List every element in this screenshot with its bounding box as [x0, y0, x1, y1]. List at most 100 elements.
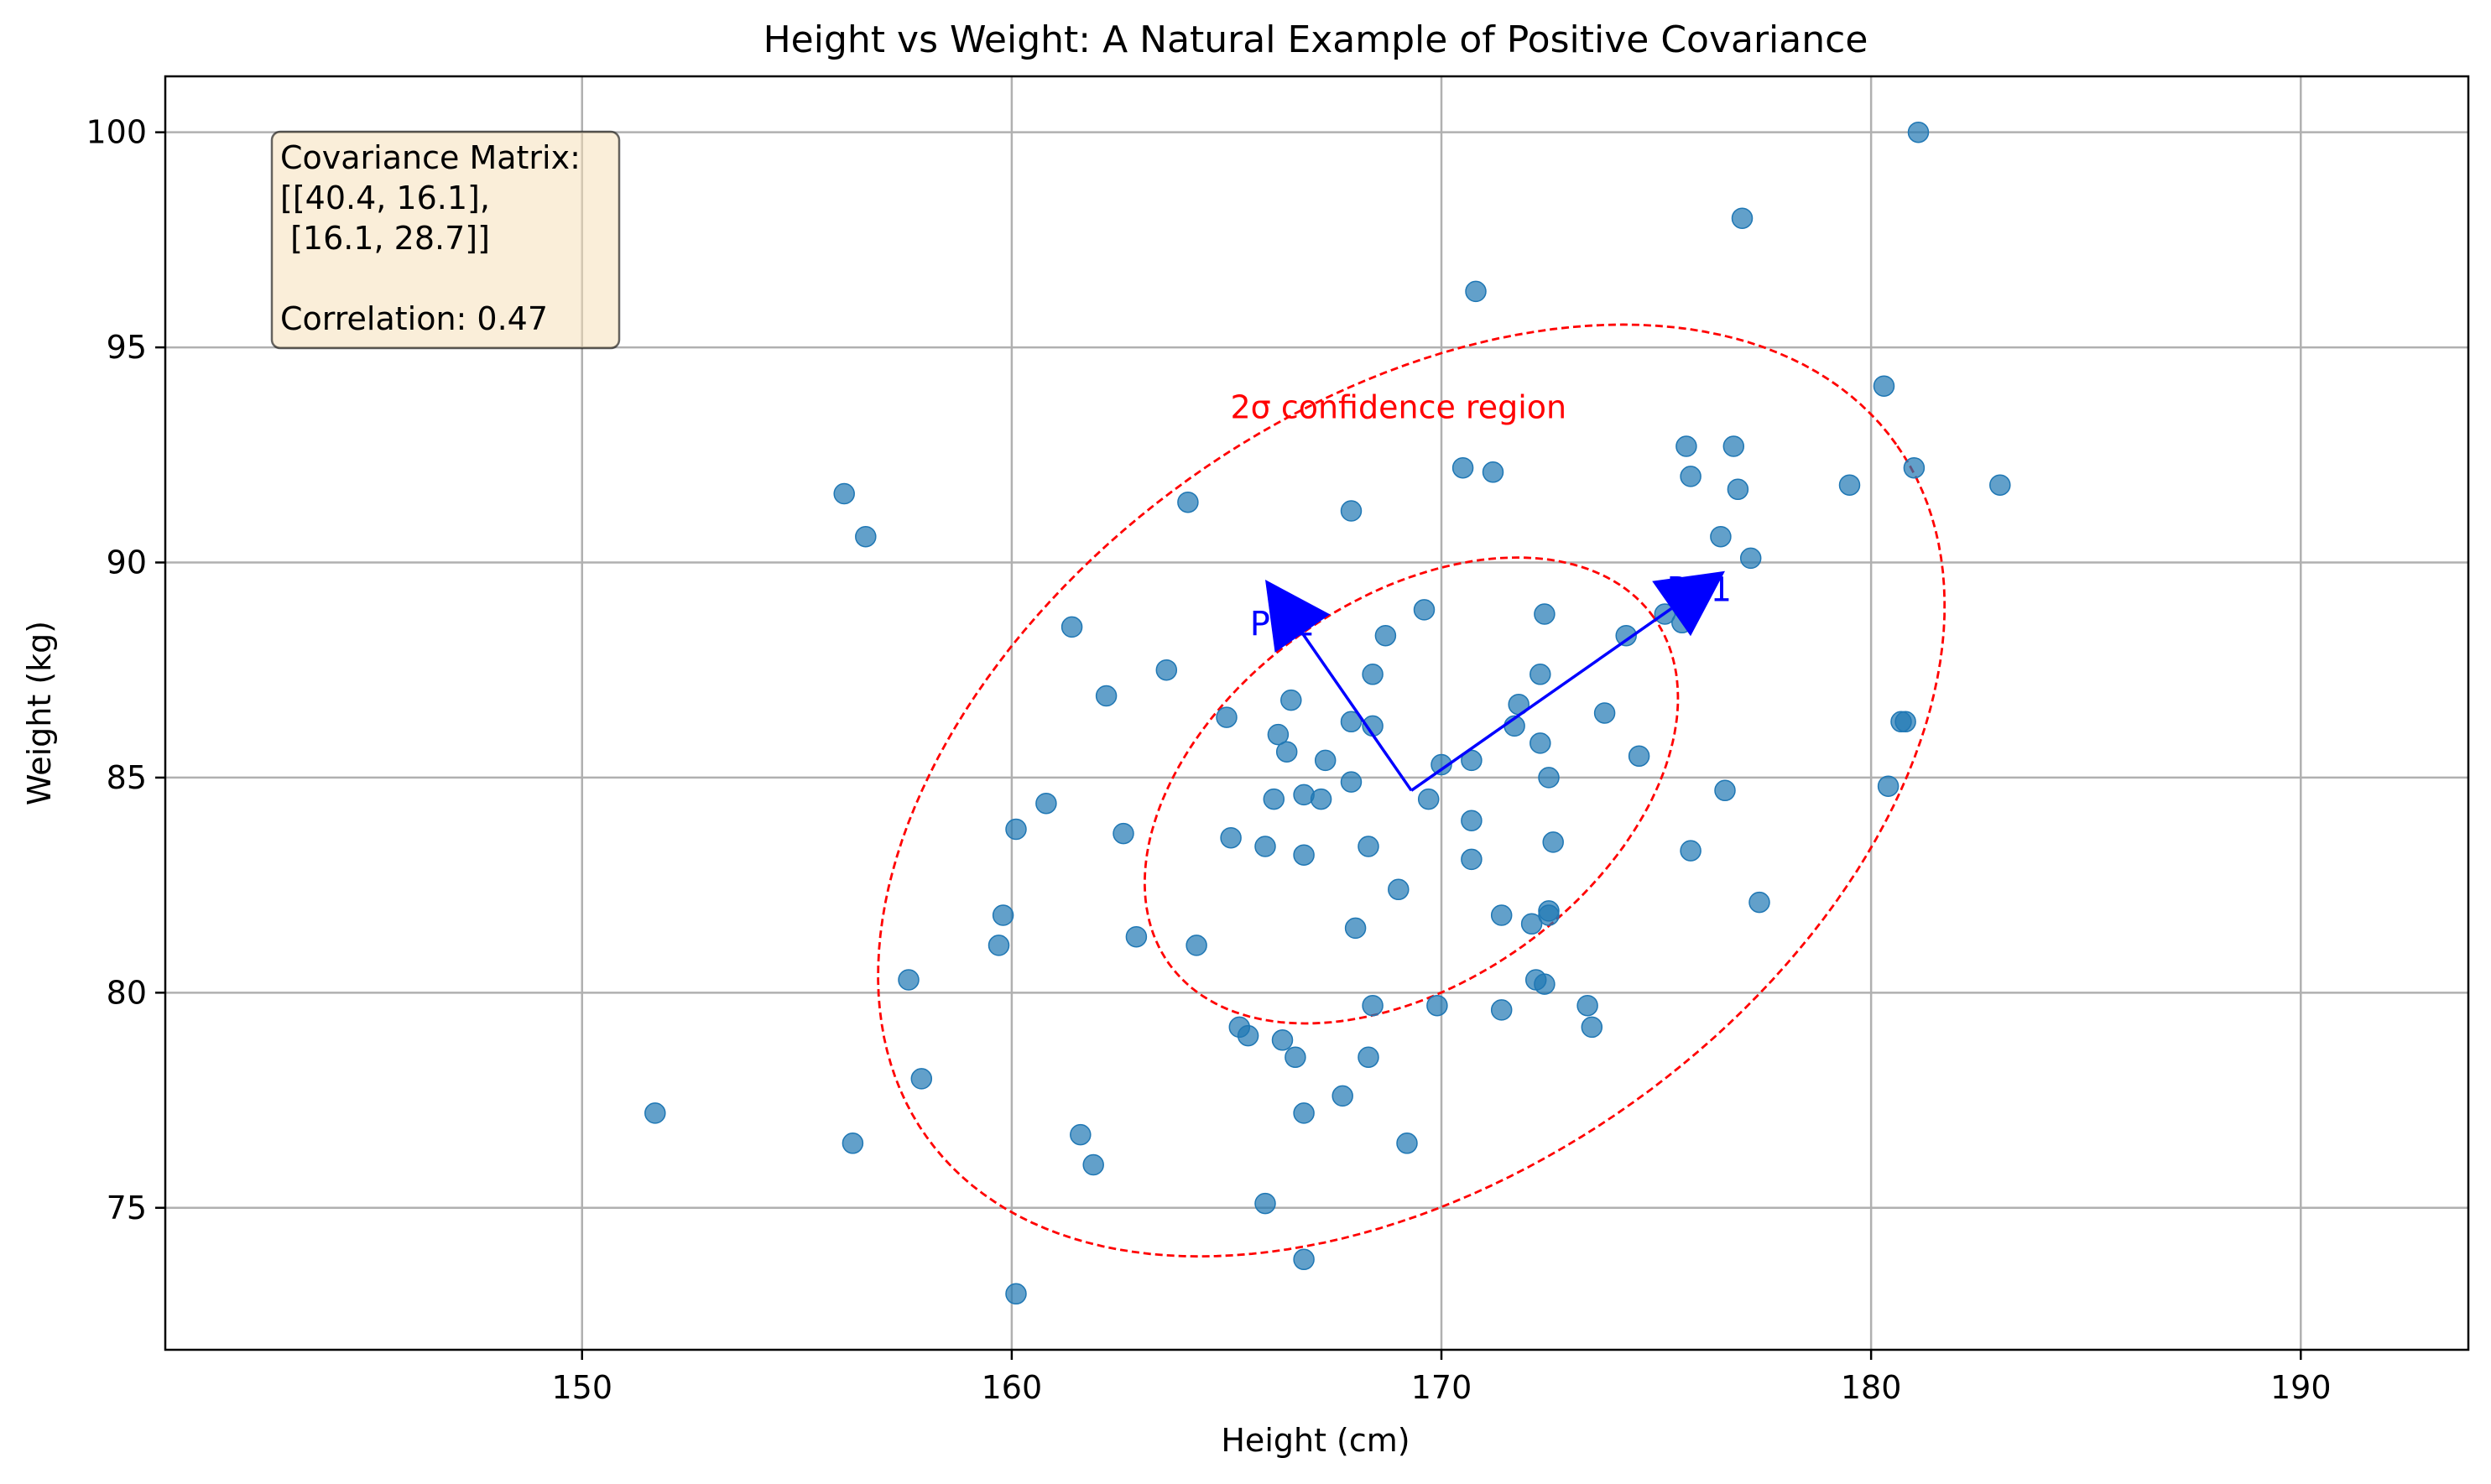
- data-point: [1593, 702, 1616, 724]
- data-point: [1254, 836, 1276, 857]
- data-point: [1005, 1283, 1027, 1305]
- data-point: [1285, 1046, 1306, 1069]
- data-point: [1362, 664, 1384, 685]
- data-point: [1490, 904, 1513, 926]
- y-tick-label: 100: [86, 114, 147, 151]
- data-point: [1340, 711, 1363, 733]
- data-point: [1873, 375, 1895, 397]
- pc-label: PC2: [1250, 606, 1316, 644]
- x-axis-label: Height (cm): [1221, 1422, 1410, 1459]
- x-tick-label: 160: [982, 1369, 1043, 1406]
- data-point: [1237, 1024, 1259, 1047]
- data-point: [1388, 878, 1410, 901]
- data-point: [1615, 624, 1637, 647]
- data-point: [1989, 474, 2011, 496]
- axis-ticks: 150 160 170 180 190 75 80 85 90 95 100: [86, 114, 2331, 1406]
- y-tick-label: 85: [107, 759, 147, 796]
- data-point: [1838, 474, 1861, 496]
- pc-vector-head: [1265, 580, 1331, 653]
- data-point: [1534, 973, 1556, 995]
- data-point: [988, 935, 1010, 956]
- data-point: [855, 525, 877, 548]
- data-point: [1903, 456, 1926, 479]
- data-point: [1461, 848, 1483, 871]
- data-point: [1331, 1085, 1353, 1107]
- principal-vectors: PC1 PC2: [1250, 571, 1733, 792]
- x-tick-label: 180: [1841, 1369, 1902, 1406]
- data-point: [1628, 745, 1650, 768]
- data-point: [1340, 500, 1363, 522]
- ellipse-label: 2σ confidence region: [1230, 389, 1566, 426]
- data-point: [1177, 491, 1199, 513]
- data-point: [1035, 792, 1057, 815]
- data-point: [1680, 466, 1701, 487]
- data-point: [1534, 603, 1556, 625]
- data-point: [1417, 788, 1440, 810]
- x-tick-label: 190: [2270, 1369, 2332, 1406]
- annotation-box: Covariance Matrix: [[40.4, 16.1], [16.1,…: [270, 130, 621, 350]
- plot-frame: [164, 75, 2470, 1351]
- data-point: [1070, 1123, 1092, 1146]
- data-point: [1340, 771, 1363, 793]
- data-point: [1461, 810, 1483, 831]
- annotation-background: [270, 130, 621, 350]
- data-point: [1280, 689, 1302, 711]
- data-point: [1254, 1192, 1276, 1215]
- data-point: [1082, 1153, 1104, 1176]
- data-point: [1275, 741, 1298, 763]
- data-point: [992, 904, 1014, 926]
- data-point: [1125, 925, 1148, 948]
- data-point: [1362, 994, 1384, 1017]
- data-point: [1293, 844, 1315, 866]
- confidence-ellipses: [877, 323, 1946, 1258]
- data-point: [1314, 749, 1337, 772]
- y-tick-label: 75: [107, 1190, 147, 1226]
- data-point: [1542, 831, 1564, 853]
- x-tick-label: 150: [551, 1369, 612, 1406]
- x-tick-label: 170: [1411, 1369, 1472, 1406]
- data-point: [1263, 788, 1285, 810]
- annotation-line: Correlation: 0.47: [280, 300, 548, 337]
- data-point: [1538, 904, 1560, 926]
- data-point: [1060, 616, 1083, 638]
- data-point: [833, 482, 855, 505]
- data-point: [1095, 685, 1118, 707]
- data-point: [1413, 599, 1436, 621]
- data-point: [1530, 732, 1551, 754]
- data-point: [1465, 280, 1487, 303]
- data-point: [1722, 435, 1745, 457]
- data-point: [1358, 836, 1379, 857]
- data-point: [1005, 818, 1027, 841]
- data-point: [1113, 822, 1134, 845]
- data-points: [644, 121, 2011, 1305]
- data-point: [1748, 891, 1770, 914]
- annotation-line: [[40.4, 16.1],: [280, 180, 490, 216]
- data-point: [1271, 1029, 1294, 1051]
- data-point: [1358, 1046, 1379, 1069]
- data-point: [1490, 999, 1513, 1021]
- confidence-ellipse: [877, 323, 1946, 1258]
- confidence-ellipse: [1143, 556, 1680, 1025]
- data-point: [1374, 624, 1397, 647]
- y-tick-label: 95: [107, 329, 147, 366]
- data-point: [1675, 435, 1697, 457]
- data-point: [1186, 935, 1207, 956]
- pc-label: PC1: [1667, 571, 1733, 610]
- data-point: [1739, 547, 1762, 570]
- data-point: [1293, 1248, 1315, 1271]
- y-tick-label: 90: [107, 544, 147, 581]
- data-point: [1396, 1133, 1418, 1154]
- data-point: [1482, 461, 1504, 483]
- data-point: [1877, 775, 1900, 797]
- data-point: [1267, 723, 1290, 746]
- data-point: [1293, 1102, 1315, 1124]
- data-point: [1155, 659, 1178, 681]
- data-point: [1581, 1016, 1603, 1039]
- data-point: [842, 1133, 864, 1154]
- grid: [165, 76, 2468, 1350]
- data-point: [1216, 706, 1238, 728]
- data-point: [1538, 767, 1560, 789]
- data-point: [898, 969, 920, 991]
- data-point: [910, 1068, 933, 1090]
